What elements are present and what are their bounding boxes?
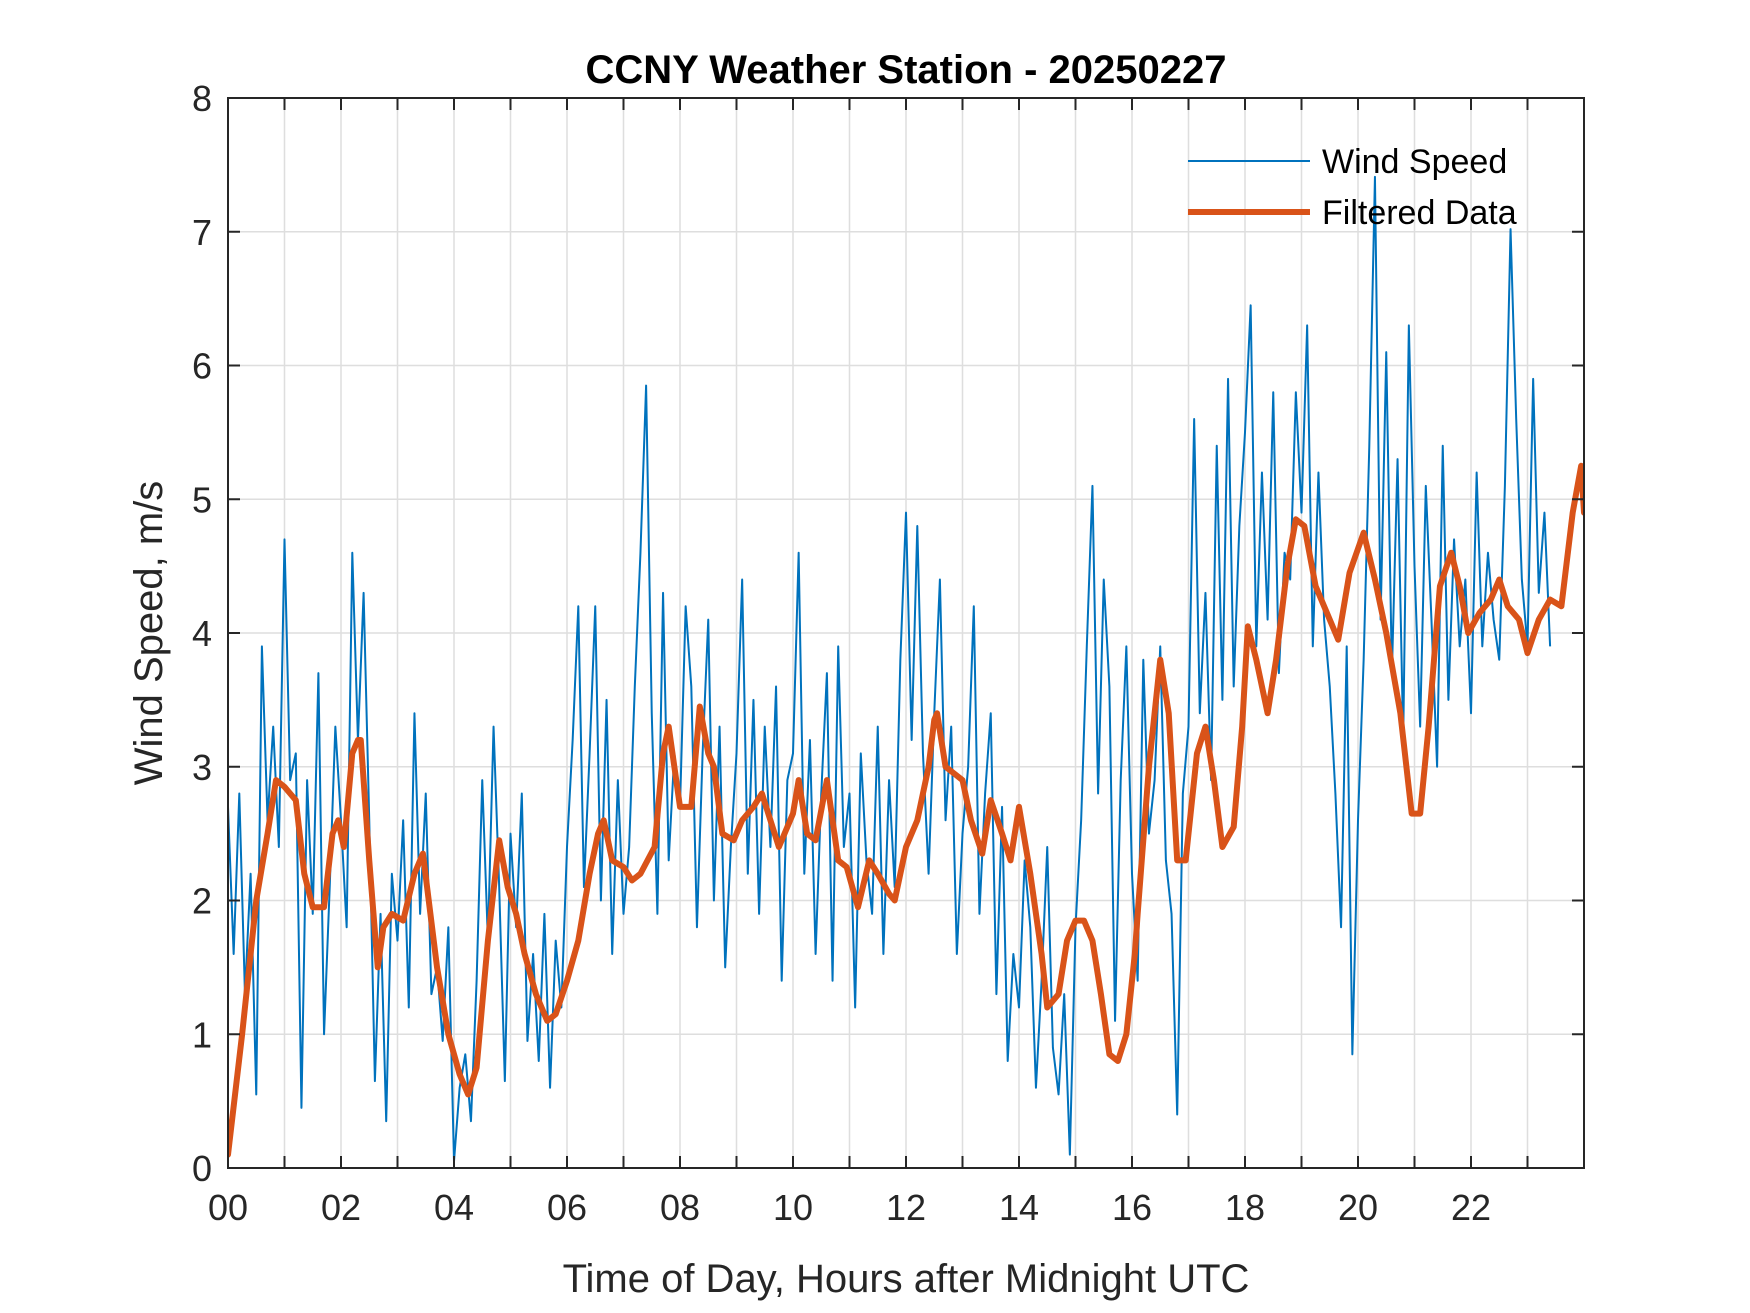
y-tick-label: 2 [192, 881, 212, 922]
x-tick-label: 18 [1225, 1187, 1265, 1228]
y-tick-label: 6 [192, 346, 212, 387]
legend-label-wind-speed: Wind Speed [1322, 143, 1507, 181]
y-axis-label: Wind Speed, m/s [127, 481, 171, 786]
y-tick-label: 0 [192, 1148, 212, 1189]
x-tick-label: 02 [321, 1187, 361, 1228]
series-line-filtered-data [228, 462, 1584, 1158]
x-tick-label: 06 [547, 1187, 587, 1228]
x-tick-label: 14 [999, 1187, 1039, 1228]
y-tick-label: 4 [192, 613, 212, 654]
x-tick-label: 22 [1451, 1187, 1491, 1228]
legend-label-filtered-data: Filtered Data [1322, 194, 1517, 232]
x-tick-label: 00 [208, 1187, 248, 1228]
y-tick-label: 8 [192, 78, 212, 119]
x-tick-label: 10 [773, 1187, 813, 1228]
x-tick-labels: 00 02 04 06 08 10 12 14 16 18 20 22 [208, 1187, 1491, 1228]
x-tick-label: 20 [1338, 1187, 1378, 1228]
chart-title: CCNY Weather Station - 20250227 [586, 48, 1227, 92]
x-tick-label: 04 [434, 1187, 474, 1228]
y-tick-labels: 0 1 2 3 4 5 6 7 8 [192, 78, 212, 1189]
x-tick-label: 16 [1112, 1187, 1152, 1228]
x-tick-label: 08 [660, 1187, 700, 1228]
y-tick-label: 5 [192, 479, 212, 520]
legend: Wind Speed Filtered Data [1188, 143, 1517, 232]
y-tick-label: 3 [192, 747, 212, 788]
y-tick-label: 7 [192, 212, 212, 253]
y-tick-label: 1 [192, 1014, 212, 1055]
series-line-wind-speed [228, 175, 1552, 1163]
axis-ticks [228, 98, 1584, 1168]
series-layer [228, 175, 1584, 1163]
x-axis-label: Time of Day, Hours after Midnight UTC [563, 1257, 1250, 1301]
x-tick-label: 12 [886, 1187, 926, 1228]
